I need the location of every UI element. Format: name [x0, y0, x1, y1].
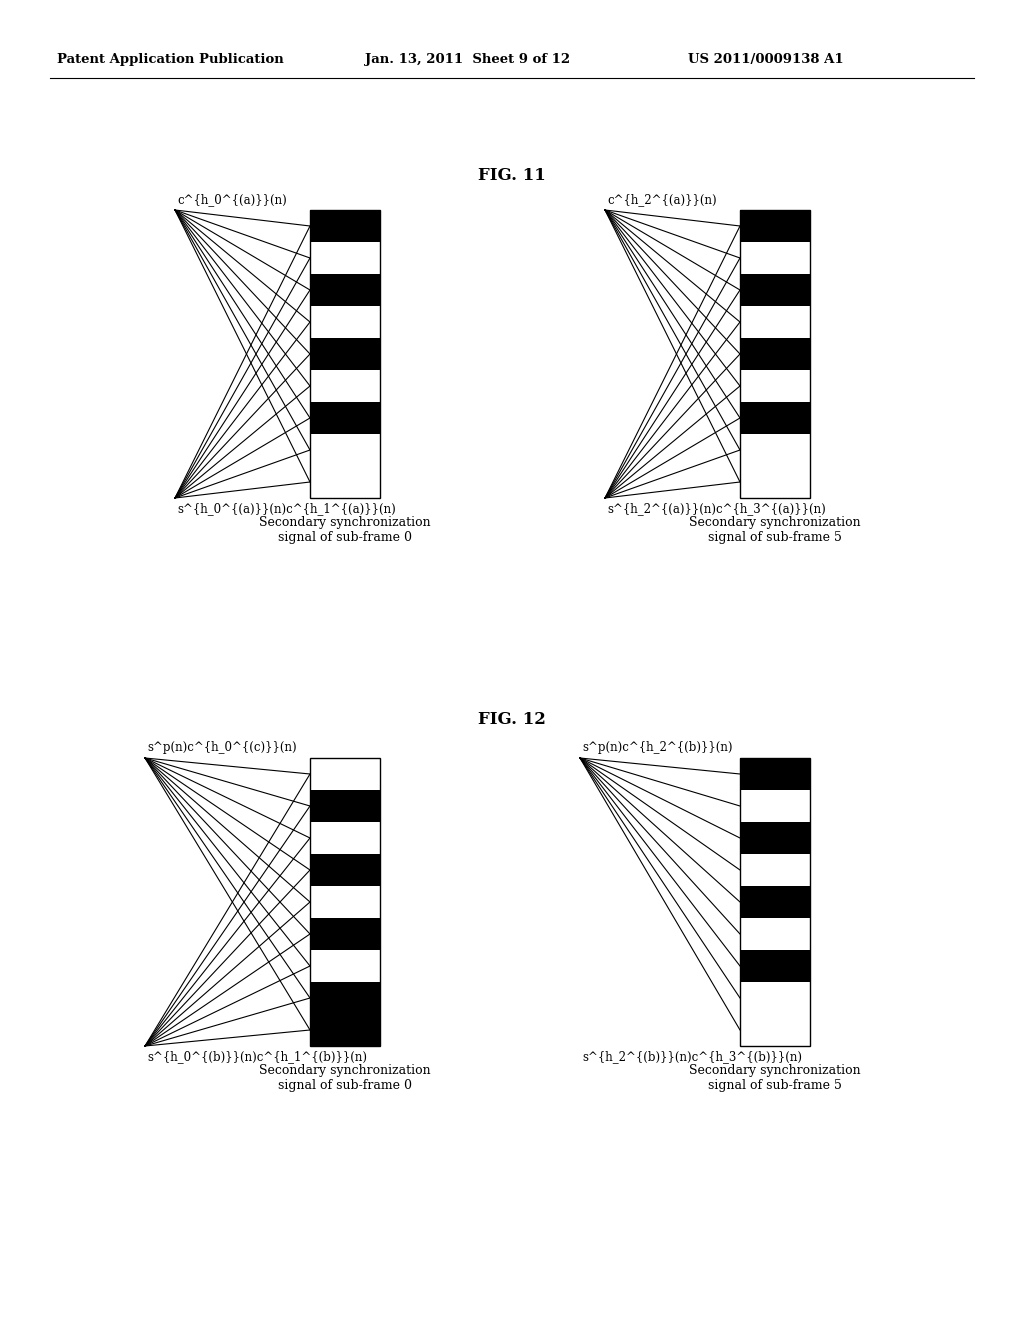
Bar — [740, 789, 810, 822]
Bar — [740, 917, 810, 950]
Bar — [740, 982, 810, 1014]
Text: signal of sub-frame 5: signal of sub-frame 5 — [708, 1078, 842, 1092]
Bar — [740, 434, 810, 466]
Bar — [740, 403, 810, 434]
Bar — [740, 886, 810, 917]
Bar — [740, 758, 810, 1045]
Bar — [740, 758, 810, 789]
Bar — [310, 789, 380, 822]
Bar — [310, 466, 380, 498]
Text: s^{h_0^{(a)}}(n)c^{h_1^{(a)}}(n): s^{h_0^{(a)}}(n)c^{h_1^{(a)}}(n) — [177, 502, 395, 515]
Bar — [310, 1014, 380, 1045]
Text: signal of sub-frame 0: signal of sub-frame 0 — [278, 531, 412, 544]
Text: signal of sub-frame 0: signal of sub-frame 0 — [278, 1078, 412, 1092]
Bar — [310, 854, 380, 886]
Text: s^p(n)c^{h_2^{(b)}}(n): s^p(n)c^{h_2^{(b)}}(n) — [582, 741, 732, 754]
Text: Secondary synchronization: Secondary synchronization — [259, 1064, 431, 1077]
Text: s^{h_0^{(b)}}(n)c^{h_1^{(b)}}(n): s^{h_0^{(b)}}(n)c^{h_1^{(b)}}(n) — [147, 1049, 367, 1063]
Bar — [740, 1014, 810, 1045]
Bar — [310, 822, 380, 854]
Bar — [310, 242, 380, 275]
Text: FIG. 11: FIG. 11 — [478, 166, 546, 183]
Bar — [310, 370, 380, 403]
Text: s^{h_2^{(a)}}(n)c^{h_3^{(a)}}(n): s^{h_2^{(a)}}(n)c^{h_3^{(a)}}(n) — [607, 502, 825, 515]
Bar — [740, 306, 810, 338]
Text: s^p(n)c^{h_0^{(c)}}(n): s^p(n)c^{h_0^{(c)}}(n) — [147, 741, 297, 754]
Text: Secondary synchronization: Secondary synchronization — [689, 1064, 861, 1077]
Bar — [740, 466, 810, 498]
Bar — [310, 210, 380, 498]
Bar — [310, 886, 380, 917]
Bar — [310, 275, 380, 306]
Text: c^{h_2^{(a)}}(n): c^{h_2^{(a)}}(n) — [607, 193, 717, 206]
Text: Jan. 13, 2011  Sheet 9 of 12: Jan. 13, 2011 Sheet 9 of 12 — [365, 54, 570, 66]
Bar — [310, 758, 380, 1045]
Bar — [740, 338, 810, 370]
Bar — [740, 242, 810, 275]
Bar — [310, 982, 380, 1014]
Bar — [740, 275, 810, 306]
Bar — [310, 403, 380, 434]
Bar — [310, 210, 380, 242]
Text: Secondary synchronization: Secondary synchronization — [689, 516, 861, 529]
Text: Secondary synchronization: Secondary synchronization — [259, 516, 431, 529]
Bar — [740, 854, 810, 886]
Text: US 2011/0009138 A1: US 2011/0009138 A1 — [688, 54, 844, 66]
Bar — [310, 338, 380, 370]
Bar — [740, 210, 810, 242]
Bar — [740, 822, 810, 854]
Bar — [310, 306, 380, 338]
Bar — [310, 950, 380, 982]
Bar — [310, 434, 380, 466]
Text: signal of sub-frame 5: signal of sub-frame 5 — [708, 531, 842, 544]
Text: Patent Application Publication: Patent Application Publication — [57, 54, 284, 66]
Text: c^{h_0^{(a)}}(n): c^{h_0^{(a)}}(n) — [177, 193, 287, 206]
Bar — [310, 917, 380, 950]
Bar — [740, 370, 810, 403]
Text: FIG. 12: FIG. 12 — [478, 711, 546, 729]
Bar — [740, 210, 810, 498]
Bar — [310, 758, 380, 789]
Bar — [740, 950, 810, 982]
Text: s^{h_2^{(b)}}(n)c^{h_3^{(b)}}(n): s^{h_2^{(b)}}(n)c^{h_3^{(b)}}(n) — [582, 1049, 802, 1063]
